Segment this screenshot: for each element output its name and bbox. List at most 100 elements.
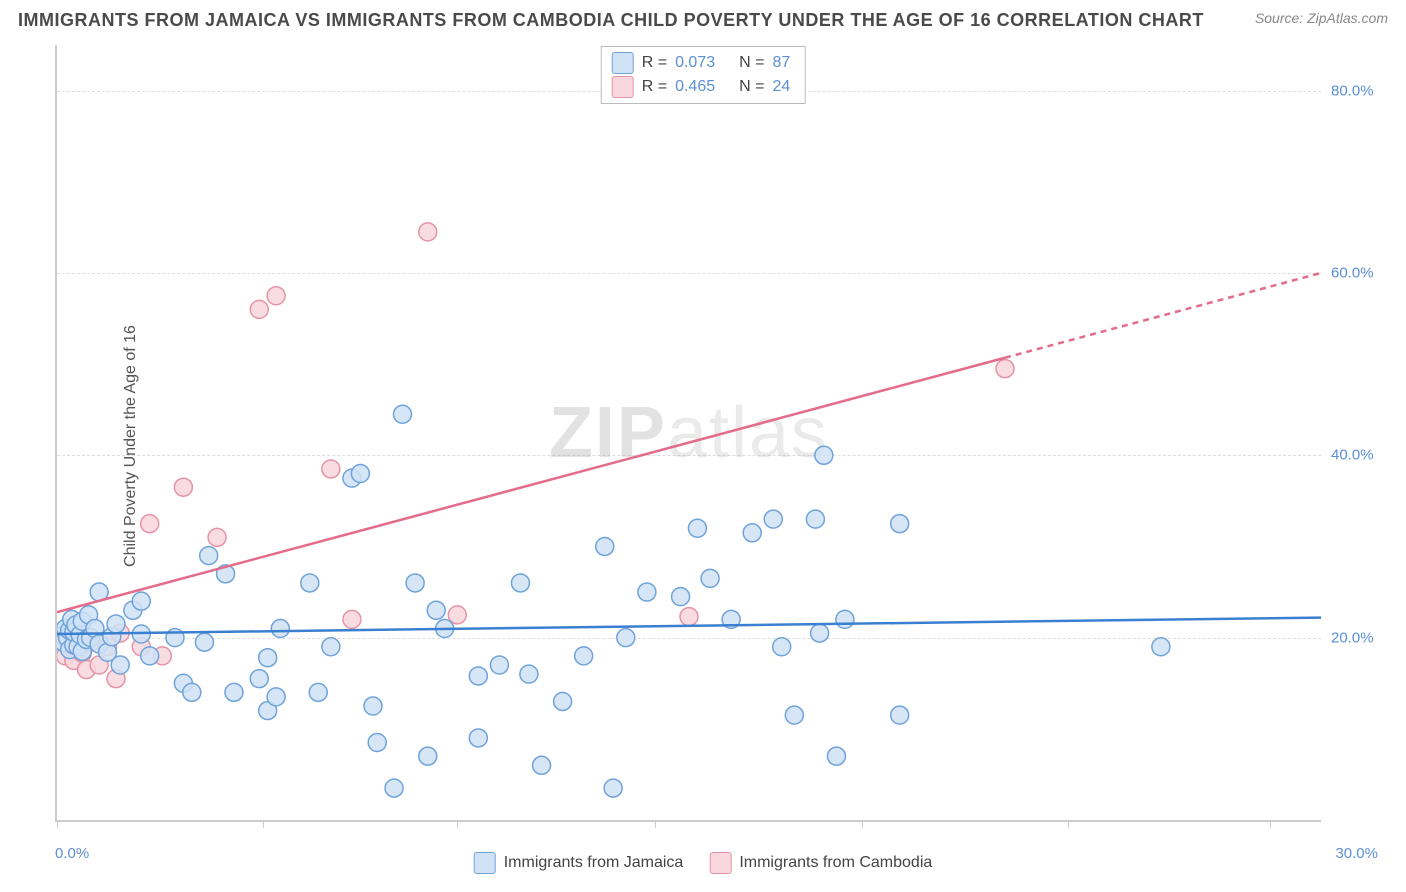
y-tick-label: 80.0% [1331,82,1396,99]
data-point [364,697,382,715]
source-label: Source: ZipAtlas.com [1255,10,1388,26]
data-point [815,446,833,464]
swatch-cambodia [709,852,731,874]
plot-area: ZIPatlas 20.0%40.0%60.0%80.0% [55,45,1321,822]
data-point [996,360,1014,378]
data-point [604,779,622,797]
y-tick-label: 40.0% [1331,447,1396,464]
x-min-label: 0.0% [55,845,89,862]
data-point [419,223,437,241]
data-point [174,478,192,496]
x-tick [862,820,863,828]
data-point [1152,638,1170,656]
data-point [322,460,340,478]
legend-row-jamaica: R = 0.073 N = 87 [612,51,791,75]
data-point [511,574,529,592]
data-point [343,610,361,628]
data-point [406,574,424,592]
data-point [533,756,551,774]
data-point [490,656,508,674]
data-point [554,692,572,710]
plot-svg [57,45,1321,820]
swatch-cambodia [612,76,634,98]
swatch-jamaica [474,852,496,874]
x-tick [57,820,58,828]
y-tick-label: 20.0% [1331,629,1396,646]
data-point [672,588,690,606]
x-tick [1068,820,1069,828]
r-value-cambodia: 0.465 [675,75,715,99]
legend-item-cambodia: Immigrants from Cambodia [709,852,932,874]
r-value-jamaica: 0.073 [675,51,715,75]
data-point [469,667,487,685]
data-point [743,524,761,542]
data-point [141,647,159,665]
data-point [836,610,854,628]
legend-row-cambodia: R = 0.465 N = 24 [612,75,791,99]
data-point [811,624,829,642]
data-point [132,592,150,610]
x-tick [1270,820,1271,828]
r-label: R = [642,51,667,75]
data-point [183,683,201,701]
data-point [617,629,635,647]
series-legend: Immigrants from Jamaica Immigrants from … [474,852,933,874]
data-point [785,706,803,724]
data-point [368,734,386,752]
data-point [688,519,706,537]
data-point [827,747,845,765]
data-point [309,683,327,701]
data-point [267,688,285,706]
data-point [575,647,593,665]
regression-line [57,358,1005,612]
data-point [250,670,268,688]
data-point [891,706,909,724]
data-point [596,537,614,555]
data-point [250,300,268,318]
x-tick [263,820,264,828]
r-label: R = [642,75,667,99]
legend-label-jamaica: Immigrants from Jamaica [504,854,684,872]
data-point [267,287,285,305]
y-tick-label: 60.0% [1331,264,1396,281]
regression-line-dashed [1005,273,1321,358]
correlation-legend: R = 0.073 N = 87 R = 0.465 N = 24 [601,46,806,104]
data-point [141,515,159,533]
data-point [469,729,487,747]
data-point [701,569,719,587]
n-label: N = [739,75,764,99]
data-point [111,656,129,674]
data-point [271,620,289,638]
data-point [806,510,824,528]
data-point [200,547,218,565]
data-point [195,633,213,651]
data-point [680,608,698,626]
data-point [208,528,226,546]
data-point [773,638,791,656]
data-point [322,638,340,656]
data-point [385,779,403,797]
data-point [520,665,538,683]
data-point [259,649,277,667]
data-point [393,405,411,423]
data-point [419,747,437,765]
data-point [638,583,656,601]
legend-item-jamaica: Immigrants from Jamaica [474,852,684,874]
data-point [301,574,319,592]
n-value-jamaica: 87 [772,51,790,75]
swatch-jamaica [612,52,634,74]
data-point [891,515,909,533]
data-point [225,683,243,701]
x-tick [457,820,458,828]
data-point [427,601,445,619]
data-point [764,510,782,528]
header-row: IMMIGRANTS FROM JAMAICA VS IMMIGRANTS FR… [18,10,1388,31]
chart-title: IMMIGRANTS FROM JAMAICA VS IMMIGRANTS FR… [18,10,1204,31]
n-label: N = [739,51,764,75]
legend-label-cambodia: Immigrants from Cambodia [739,854,932,872]
x-tick [655,820,656,828]
n-value-cambodia: 24 [772,75,790,99]
data-point [107,615,125,633]
x-max-label: 30.0% [1335,845,1378,862]
data-point [351,465,369,483]
